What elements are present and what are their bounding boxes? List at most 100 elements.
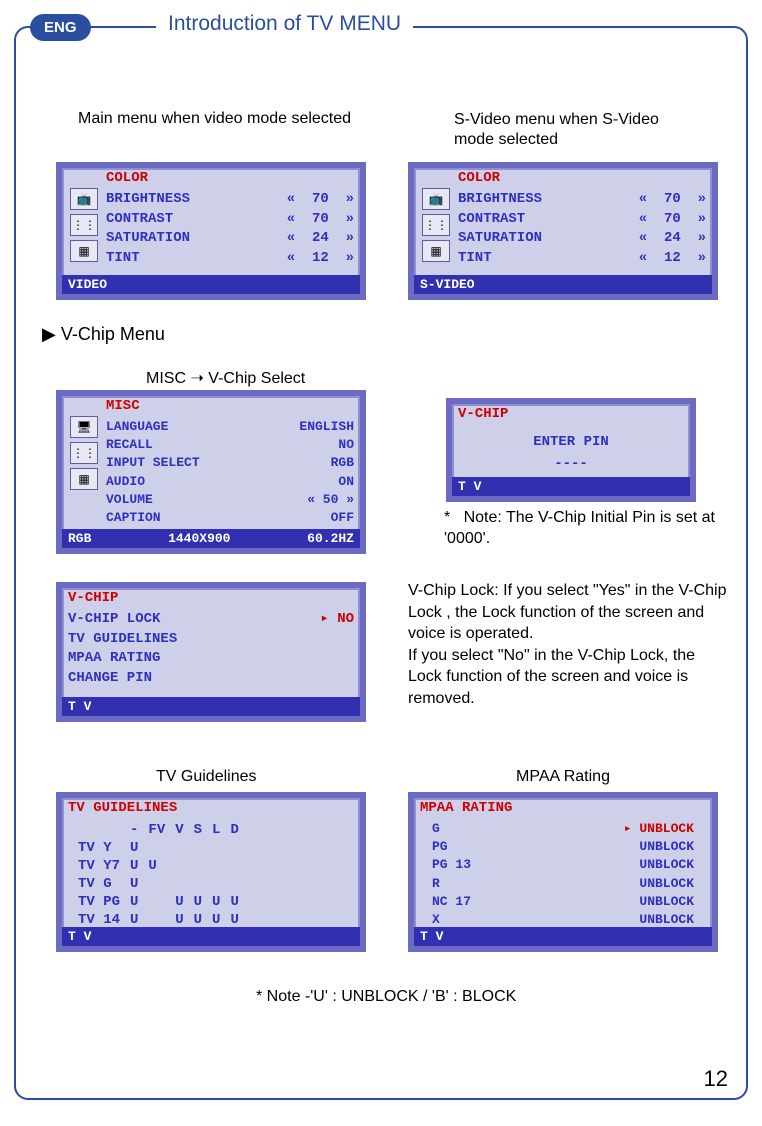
row-label: SATURATION: [458, 229, 542, 249]
row-value: « 12 »: [639, 249, 706, 269]
grid-icon: ▦: [70, 468, 98, 490]
row-label: SATURATION: [106, 229, 190, 249]
row-label: V-CHIP LOCK: [68, 610, 160, 630]
row-value: ▸ UNBLOCK: [624, 820, 694, 838]
page-title: Introduction of TV MENU: [156, 12, 413, 36]
osd-footer: RGB 1440X900 60.2HZ: [62, 529, 360, 548]
row-label: R: [432, 875, 440, 893]
row-value: ▸ NO: [320, 610, 354, 630]
row-value: « 50 »: [307, 491, 354, 509]
osd-vchip-pin: V-CHIP ENTER PIN ---- T V: [446, 398, 696, 502]
row-label: AUDIO: [106, 473, 145, 491]
grid-icon: ▦: [422, 240, 450, 262]
row-label: CONTRAST: [458, 210, 525, 230]
dots-icon: ⋮⋮: [422, 214, 450, 236]
osd-header: COLOR: [62, 168, 360, 188]
osd-body: BRIGHTNESS « 70 » CONTRAST « 70 » SATURATI…: [62, 188, 360, 270]
row-label: CHANGE PIN: [68, 669, 152, 689]
page-frame: ENG Introduction of TV MENU Main menu wh…: [14, 26, 748, 1100]
row-label: TINT: [458, 249, 492, 269]
caption-misc-path: MISC ➝ V-Chip Select: [146, 368, 305, 388]
osd-body: LANGUAGEENGLISH RECALLNO INPUT SELECTRGB…: [62, 416, 360, 547]
osd-color-svideo: 📺 ⋮⋮ ▦ COLOR BRIGHTNESS « 70 » CONTRAST « …: [408, 162, 718, 300]
row-value: « 24 »: [639, 229, 706, 249]
tv-icon: 📺: [70, 188, 98, 210]
osd-body: BRIGHTNESS « 70 » CONTRAST « 70 » SATURATI…: [414, 188, 712, 270]
osd-header: MISC: [62, 396, 360, 416]
tv-icon: 📺: [422, 188, 450, 210]
osd-vchip-lock: V-CHIP V-CHIP LOCK ▸ NO TV GUIDELINES MPA…: [56, 582, 366, 722]
note-pin: * Note: The V-Chip Initial Pin is set at…: [444, 508, 724, 550]
osd-sidebar-icons: 📺 ⋮⋮ ▦: [422, 188, 452, 262]
osd-header: COLOR: [414, 168, 712, 188]
dots-icon: ⋮⋮: [70, 442, 98, 464]
osd-footer: T V: [62, 927, 360, 946]
osd-body: V-CHIP LOCK ▸ NO TV GUIDELINES MPAA RATIN…: [62, 608, 360, 690]
caption-svideo-menu: S-Video menu when S-Video mode selected: [454, 110, 694, 150]
row-value: UNBLOCK: [639, 856, 694, 874]
row-label: TINT: [106, 249, 140, 269]
osd-footer: S-VIDEO: [414, 275, 712, 294]
osd-header: V-CHIP: [452, 404, 690, 424]
row-value: ON: [338, 473, 354, 491]
row-value: « 70 »: [287, 190, 354, 210]
page-number: 12: [704, 1066, 728, 1092]
osd-body: ENTER PIN ----: [452, 424, 690, 474]
row-label: NC 17: [432, 893, 471, 911]
row-label: CONTRAST: [106, 210, 173, 230]
row-label: LANGUAGE: [106, 418, 168, 436]
osd-footer: T V: [62, 697, 360, 716]
enter-pin-label: ENTER PIN: [458, 434, 684, 450]
row-label: TV PG: [74, 894, 124, 910]
row-label: BRIGHTNESS: [458, 190, 542, 210]
osd-sidebar-icons: 📺 ⋮⋮ ▦: [70, 188, 100, 262]
row-value: « 24 »: [287, 229, 354, 249]
row-label: VOLUME: [106, 491, 153, 509]
row-value: « 12 »: [287, 249, 354, 269]
note-unblock-block: * Note -'U' : UNBLOCK / 'B' : BLOCK: [256, 988, 516, 1006]
row-value: NO: [338, 436, 354, 454]
note-vchip-lock: V-Chip Lock: If you select "Yes" in the …: [408, 580, 728, 710]
section-vchip: ▶ V-Chip Menu: [42, 324, 165, 345]
dots-icon: ⋮⋮: [70, 214, 98, 236]
row-label: TV GUIDELINES: [68, 630, 177, 650]
row-value: UNBLOCK: [639, 875, 694, 893]
caption-main-menu: Main menu when video mode selected: [78, 110, 351, 128]
osd-footer: VIDEO: [62, 275, 360, 294]
row-label: G: [432, 820, 440, 838]
row-label: MPAA RATING: [68, 649, 160, 669]
osd-header: MPAA RATING: [414, 798, 712, 818]
caption-tv-guidelines: TV Guidelines: [156, 768, 257, 786]
osd-footer: T V: [414, 927, 712, 946]
monitor-icon: 🖥: [70, 416, 98, 438]
caption-mpaa: MPAA Rating: [516, 768, 610, 786]
pin-dashes: ----: [458, 456, 684, 472]
row-label: INPUT SELECT: [106, 454, 200, 472]
row-value: « 70 »: [287, 210, 354, 230]
row-label: BRIGHTNESS: [106, 190, 190, 210]
row-value: « 70 »: [639, 190, 706, 210]
grid-icon: ▦: [70, 240, 98, 262]
row-label: CAPTION: [106, 509, 161, 527]
osd-footer: T V: [452, 477, 690, 496]
osd-mpaa: MPAA RATING G ▸ UNBLOCK PG UNBLOCK PG 13 UN…: [408, 792, 718, 952]
row-label: TV 14: [74, 912, 124, 928]
row-label: PG: [432, 838, 448, 856]
osd-header: TV GUIDELINES: [62, 798, 360, 818]
osd-misc: 🖥 ⋮⋮ ▦ MISC LANGUAGEENGLISH RECALLNO INP…: [56, 390, 366, 554]
osd-sidebar-icons: 🖥 ⋮⋮ ▦: [70, 416, 100, 490]
row-value: UNBLOCK: [639, 838, 694, 856]
osd-tv-guidelines: TV GUIDELINES -FVVSLD TV YU TV Y7UU TV G…: [56, 792, 366, 952]
row-value: ENGLISH: [299, 418, 354, 436]
row-value: UNBLOCK: [639, 893, 694, 911]
osd-color-video: 📺 ⋮⋮ ▦ COLOR BRIGHTNESS « 70 » CONTRAST « …: [56, 162, 366, 300]
row-label: TV G: [74, 876, 124, 892]
eng-badge: ENG: [30, 14, 91, 41]
row-value: OFF: [331, 509, 354, 527]
osd-header: V-CHIP: [62, 588, 360, 608]
row-value: « 70 »: [639, 210, 706, 230]
row-label: PG 13: [432, 856, 471, 874]
row-label: TV Y: [74, 840, 124, 856]
row-label: TV Y7: [74, 858, 124, 874]
row-value: RGB: [331, 454, 354, 472]
